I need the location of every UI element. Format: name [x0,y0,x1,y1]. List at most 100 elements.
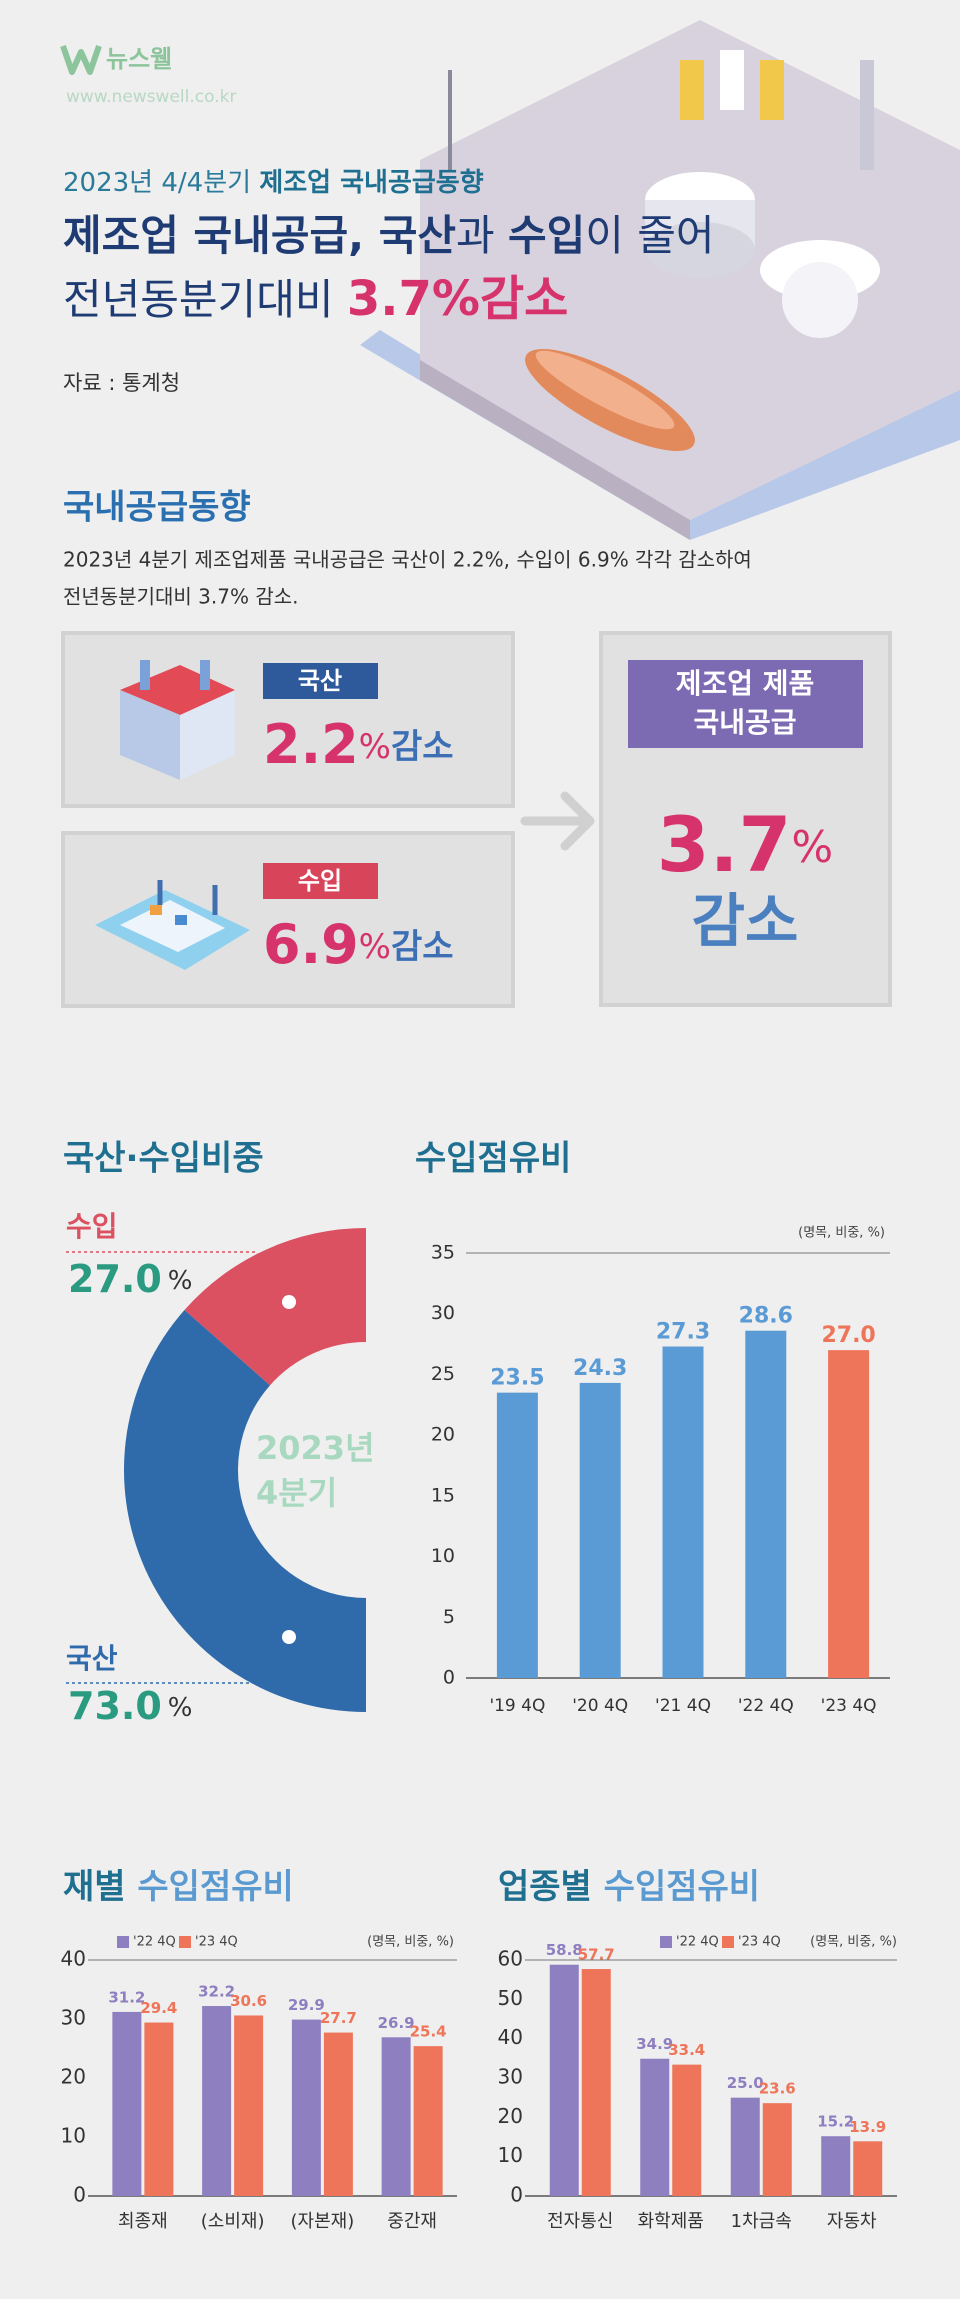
tank-base [645,222,755,278]
chart-title: 재별 수입점유비 [63,1867,294,1907]
donut-slice [184,1228,366,1386]
y-tick-label: 50 [498,1986,523,2010]
chart-title: 국산·수입비중 [63,1139,264,1179]
change: 감소 [391,927,454,967]
center-label: 4분기 [256,1474,337,1512]
value-label: 25.0 [727,2074,764,2092]
x-tick-label: '22 4Q [738,1696,794,1716]
value-label: 73.0 [68,1684,162,1728]
total-change: 감소 [692,887,799,955]
y-tick-label: 30 [61,2006,86,2030]
y-tick-label: 25 [431,1363,455,1385]
bar [730,2097,760,2196]
bar [828,1350,870,1678]
bar [581,1969,611,2196]
value-label: 27.0 [68,1257,162,1301]
bar [234,2015,264,2196]
x-tick-label: (자본재) [291,2211,355,2232]
value-label: 27.0 [821,1323,875,1348]
y-tick-label: 20 [431,1424,455,1446]
y-tick-label: 0 [443,1667,455,1689]
headline: 제조업 국내공급, 국산과 수입이 줄어 [63,211,715,260]
slice-value: 73.0% [68,1684,192,1728]
bar [672,2064,702,2196]
value-label: 58.8 [546,1941,583,1959]
x-tick-label: 중간재 [387,2211,437,2232]
y-tick-label: 20 [61,2065,86,2089]
bar [549,1964,579,2196]
bar [112,2011,142,2196]
value-label: 24.3 [573,1356,627,1381]
total-label-box [628,660,863,748]
value-label: 23.6 [759,2080,796,2098]
label-box [263,663,378,699]
subheadline: 전년동분기대비 3.7%감소 [63,271,568,327]
platform-side [420,360,690,540]
kicker-part: 제조업 국내공급동향 [259,168,483,198]
value-label: 28.6 [739,1304,793,1329]
value-label: 34.9 [636,2035,673,2053]
unit: % [359,927,391,967]
item-value: 2.2%감소 [263,713,454,776]
value-label: 32.2 [198,1983,235,2001]
bar [202,2006,232,2196]
item-label: 국산 [298,667,342,695]
url: www.newswell.co.kr [66,87,236,107]
water [360,330,960,540]
legend-label: '22 4Q [133,1935,176,1950]
x-tick-label: 1차금속 [731,2211,792,2232]
silo [680,60,704,120]
bar [144,2022,174,2196]
leader-dot [282,1295,296,1309]
y-tick-label: 15 [431,1484,455,1506]
slice-label: 수입 [66,1210,118,1243]
logo-mark [60,45,102,75]
bar [762,2103,792,2196]
leader-line [66,1251,290,1303]
headline-part: 수입 [508,211,585,260]
subheadline-part: 전년동분기대비 [63,275,347,324]
kicker: 2023년 4/4분기 제조업 국내공급동향 [63,168,484,198]
legend-swatch [722,1936,734,1948]
bar [640,2058,670,2196]
center-label: 2023년 [256,1429,375,1467]
total-label: 국내공급 [693,706,796,739]
x-tick-label: '23 4Q [821,1696,877,1716]
value: 2.2 [263,713,359,776]
item-value: 6.9%감소 [263,913,454,976]
headline-part: 과 [456,211,508,260]
unit: % [791,822,833,873]
value-label: 27.3 [656,1320,710,1345]
unit-note: (명목, 비중, %) [798,1226,885,1241]
headline-part: 국산 [379,211,456,260]
value-label: 29.4 [140,1999,177,2017]
value-label: 57.7 [578,1946,615,1964]
x-tick-label: '21 4Q [655,1696,711,1716]
bar [291,2019,321,2196]
chart-title-part: 수입점유비 [592,1867,760,1907]
bar [496,1392,538,1678]
value-label: 25.4 [410,2023,447,2041]
total-value: 3.7% [657,800,833,889]
legend-swatch [117,1936,129,1948]
bar [821,2136,851,2196]
value-label: 26.9 [378,2014,415,2032]
value-label: 13.9 [849,2118,886,2136]
value-label: 23.5 [490,1366,544,1391]
section-title: 국내공급동향 [63,488,251,528]
donut-slice [123,1309,367,1712]
headline-part: 제조업 [63,211,194,260]
description: 전년동분기대비 3.7% 감소. [63,585,298,609]
bar [381,2037,411,2196]
value-label: 29.9 [288,1996,325,2014]
y-tick-label: 5 [443,1606,455,1628]
bar [579,1382,621,1678]
unit: % [168,1266,193,1296]
ship-deck [535,350,675,430]
chart-title-part: 수입점유비 [126,1867,294,1907]
unit: % [359,727,391,767]
y-tick-label: 0 [73,2183,86,2207]
slice-label: 국산 [66,1642,118,1675]
